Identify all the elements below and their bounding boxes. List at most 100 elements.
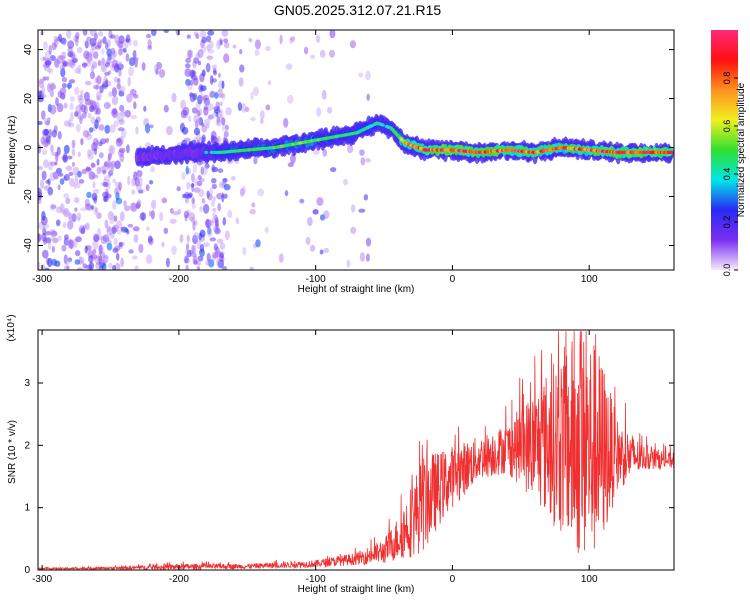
x-tick-label: -200: [169, 574, 189, 585]
spectrogram-noise-blob: [145, 184, 150, 192]
spectrogram-noise-blob: [147, 235, 153, 243]
spectrogram-noise-blob: [43, 41, 48, 51]
spectrogram-noise-blob: [116, 83, 121, 90]
spectrogram-noise-blob: [209, 75, 214, 85]
spectrogram-noise-blob: [219, 252, 224, 259]
spectrogram-noise-blob: [223, 130, 229, 138]
spectrogram-noise-blob: [54, 58, 60, 68]
spectrogram-noise-blob: [138, 243, 144, 254]
spectrogram-noise-blob: [131, 177, 137, 187]
spectrogram-noise-blob: [206, 190, 210, 198]
spectrogram-noise-blob: [83, 50, 90, 60]
spectrogram-noise-blob: [38, 121, 43, 125]
spectrogram-noise-blob: [180, 99, 187, 110]
spectrogram-noise-blob: [45, 237, 52, 244]
spectrogram-noise-blob: [87, 60, 91, 68]
snr-x-ticks: -300 -200 -100 0 100: [32, 330, 598, 585]
spectrogram-noise-blob: [80, 207, 88, 212]
spectrogram-noise-blob: [112, 200, 117, 210]
spectrogram-noise-blob: [211, 64, 218, 69]
spectrogram-noise-blob: [329, 49, 335, 58]
spectrogram-noise-blob: [193, 259, 199, 265]
spectrogram-noise-blob: [114, 187, 119, 195]
spectrogram-noise-blob: [82, 111, 87, 119]
spectrogram-noise-blob: [80, 227, 86, 235]
spectrogram-noise-blob: [73, 182, 77, 189]
spectrogram-noise-blob: [89, 30, 97, 37]
spectrogram-noise-blob: [116, 63, 124, 71]
spectrogram-noise-blob: [102, 36, 107, 45]
y-tick-label: 3: [24, 378, 30, 389]
spectrogram-noise-blob: [86, 55, 93, 64]
spectrogram-noise-blob: [239, 64, 245, 73]
spectrogram-noise-blob: [44, 267, 50, 270]
spectrogram-noise-blob: [116, 229, 122, 235]
spectrogram-noise-blob: [290, 36, 296, 42]
colorbar-ticks: 0.0 0.2 0.4 0.6 0.8: [722, 72, 738, 276]
spectrogram-noise-blob: [47, 240, 52, 250]
spectrogram-noise-blob: [133, 234, 139, 243]
spectrogram-noise-blob: [191, 172, 195, 183]
spectrogram-noise-blob: [51, 245, 56, 253]
spectrogram-noise-blob: [359, 252, 365, 262]
spectrogram-noise-blob: [96, 91, 102, 101]
spectrogram-noise-blob: [77, 217, 81, 222]
spectrogram-noise-blob: [73, 197, 80, 204]
spectrogram-noise-blob: [223, 41, 230, 49]
spectrogram-noise-blob: [196, 110, 201, 117]
spectrogram-noise-blob: [145, 123, 151, 134]
spectrogram-noise-blob: [196, 261, 202, 266]
spectrogram-noise-blob: [112, 224, 119, 232]
spectrogram-noise-blob: [219, 242, 226, 250]
spectrogram-noise-blob: [216, 39, 221, 50]
colorbar-tick-label: 0.6: [722, 120, 732, 133]
spectrogram-noise-blob: [119, 85, 126, 93]
spectrogram-noise-blob: [219, 39, 223, 46]
spectrogram-noise-blob: [81, 168, 87, 175]
spectrogram-noise-blob: [71, 139, 76, 149]
spectrogram-noise-blob: [248, 38, 253, 43]
spectrogram-noise-blob: [96, 95, 100, 101]
spectrogram-noise-blob: [75, 104, 82, 115]
spectrogram-noise-blob: [99, 258, 105, 265]
spectrogram-noise-blob: [137, 199, 142, 209]
spectrogram-noise-blob: [100, 236, 108, 245]
spectrogram-noise-blob: [119, 153, 125, 163]
spectrogram-noise-blob: [197, 108, 203, 116]
spectrogram-noise-blob: [113, 245, 121, 252]
spectrogram-noise-blob: [49, 88, 54, 98]
spectrogram-noise-blob: [176, 186, 181, 192]
spectrogram-noise-blob: [307, 216, 313, 227]
spectrogram-noise-blob: [85, 52, 93, 62]
snr-y-ticks: 0 1 2 3: [24, 378, 674, 576]
spectrogram-noise-blob: [201, 134, 206, 143]
spectrogram-noise-blob: [265, 45, 271, 52]
spectrogram-noise-blob: [225, 107, 232, 116]
spectrogram-noise-blob: [62, 207, 70, 218]
spectrogram-noise-blob: [205, 123, 210, 129]
spectrogram-noise-blob: [112, 50, 118, 58]
snr-series-line: [37, 331, 675, 572]
spectrogram-noise-blob: [63, 102, 68, 109]
spectrogram-noise-blob: [212, 251, 219, 259]
spectrogram-noise-blob: [50, 82, 55, 91]
spectrogram-noise-blob: [93, 233, 100, 242]
spectrogram-noise-blob: [249, 208, 256, 215]
spectrogram-noise-blob: [202, 203, 210, 214]
colorbar-gradient: [711, 30, 738, 270]
spectrogram-noise-blob: [210, 130, 217, 141]
spectrogram-noise-blob: [118, 90, 125, 97]
spectrogram-noise-blob: [194, 120, 199, 130]
spectrogram-noise-blob: [312, 150, 320, 156]
figure-title: GN05.2025.312.07.21.R15: [273, 2, 442, 18]
spectrogram-noise-blob: [214, 250, 222, 258]
spectrogram-noise-blob: [216, 135, 222, 145]
spectrogram-noise-blob: [51, 129, 58, 138]
spectrogram-noise-blob: [93, 206, 98, 216]
spectrogram-noise-blob: [190, 183, 195, 188]
spectrogram-noise-blob: [193, 77, 199, 86]
spectrogram-noise-blob: [84, 40, 89, 49]
spectrogram-noise-blob: [74, 67, 80, 74]
spectrogram-noise-blob: [133, 40, 138, 47]
spectrogram-noise-blob: [66, 58, 74, 68]
